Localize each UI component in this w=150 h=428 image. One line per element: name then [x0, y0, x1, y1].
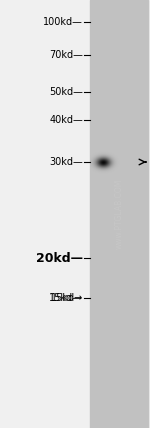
Bar: [90, 0, 148, 428]
Text: 15kd—: 15kd—: [49, 293, 83, 303]
Text: 70kd—: 70kd—: [49, 50, 83, 60]
Text: 15kd→: 15kd→: [51, 293, 83, 303]
Text: 30kd—: 30kd—: [49, 157, 83, 167]
Text: www.PTGLAB.COM: www.PTGLAB.COM: [114, 179, 123, 249]
Text: 40kd—: 40kd—: [49, 115, 83, 125]
Text: 100kd—: 100kd—: [43, 17, 83, 27]
Text: 20kd—: 20kd—: [36, 252, 83, 265]
Text: 50kd—: 50kd—: [49, 87, 83, 97]
